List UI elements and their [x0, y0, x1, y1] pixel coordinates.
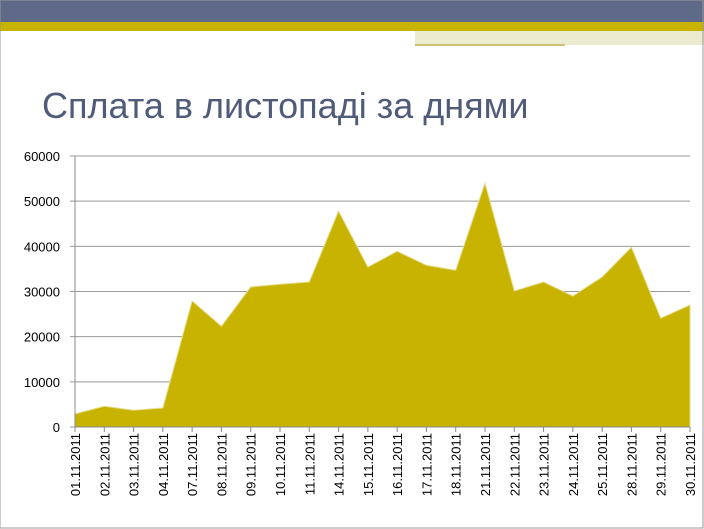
x-tick-label: 23.11.2011: [537, 433, 552, 496]
y-tick-label: 50000: [24, 194, 60, 209]
accent-bar-light: [415, 31, 704, 45]
y-tick-label: 30000: [24, 285, 60, 300]
x-tick-label: 22.11.2011: [507, 433, 522, 496]
y-tick-label: 20000: [24, 330, 60, 345]
x-tick-label: 01.11.2011: [68, 433, 83, 496]
x-tick-label: 28.11.2011: [624, 433, 639, 496]
x-tick-label: 11.11.2011: [302, 433, 317, 495]
y-tick-label: 60000: [24, 149, 60, 164]
top-bar: [0, 0, 704, 22]
x-tick-label: 08.11.2011: [214, 433, 229, 496]
x-tick-label: 14.11.2011: [332, 433, 347, 496]
x-tick-label: 24.11.2011: [566, 433, 581, 496]
x-tick-label: 15.11.2011: [361, 433, 376, 496]
x-tick-label: 18.11.2011: [449, 433, 464, 496]
x-tick-label: 10.11.2011: [273, 433, 288, 496]
x-tick-label: 30.11.2011: [683, 433, 698, 496]
area: [74, 181, 691, 428]
x-tick-label: 21.11.2011: [478, 433, 493, 496]
x-tick-label: 29.11.2011: [654, 433, 669, 496]
y-tick-label: 10000: [24, 375, 60, 390]
y-tick-label: 0: [53, 420, 60, 435]
x-tick-label: 16.11.2011: [390, 433, 405, 496]
x-tick-label: 04.11.2011: [156, 433, 171, 496]
x-tick-label: 09.11.2011: [244, 433, 259, 496]
x-tick-label: 17.11.2011: [419, 433, 434, 496]
x-tick-label: 07.11.2011: [185, 433, 200, 496]
chart-title: Сплата в листопаді за днями: [42, 85, 528, 126]
x-tick-label: 03.11.2011: [127, 433, 142, 496]
x-tick-label: 25.11.2011: [595, 433, 610, 496]
x-tick-label: 02.11.2011: [97, 433, 112, 496]
accent-bar: [0, 22, 704, 31]
y-tick-label: 40000: [24, 239, 60, 254]
